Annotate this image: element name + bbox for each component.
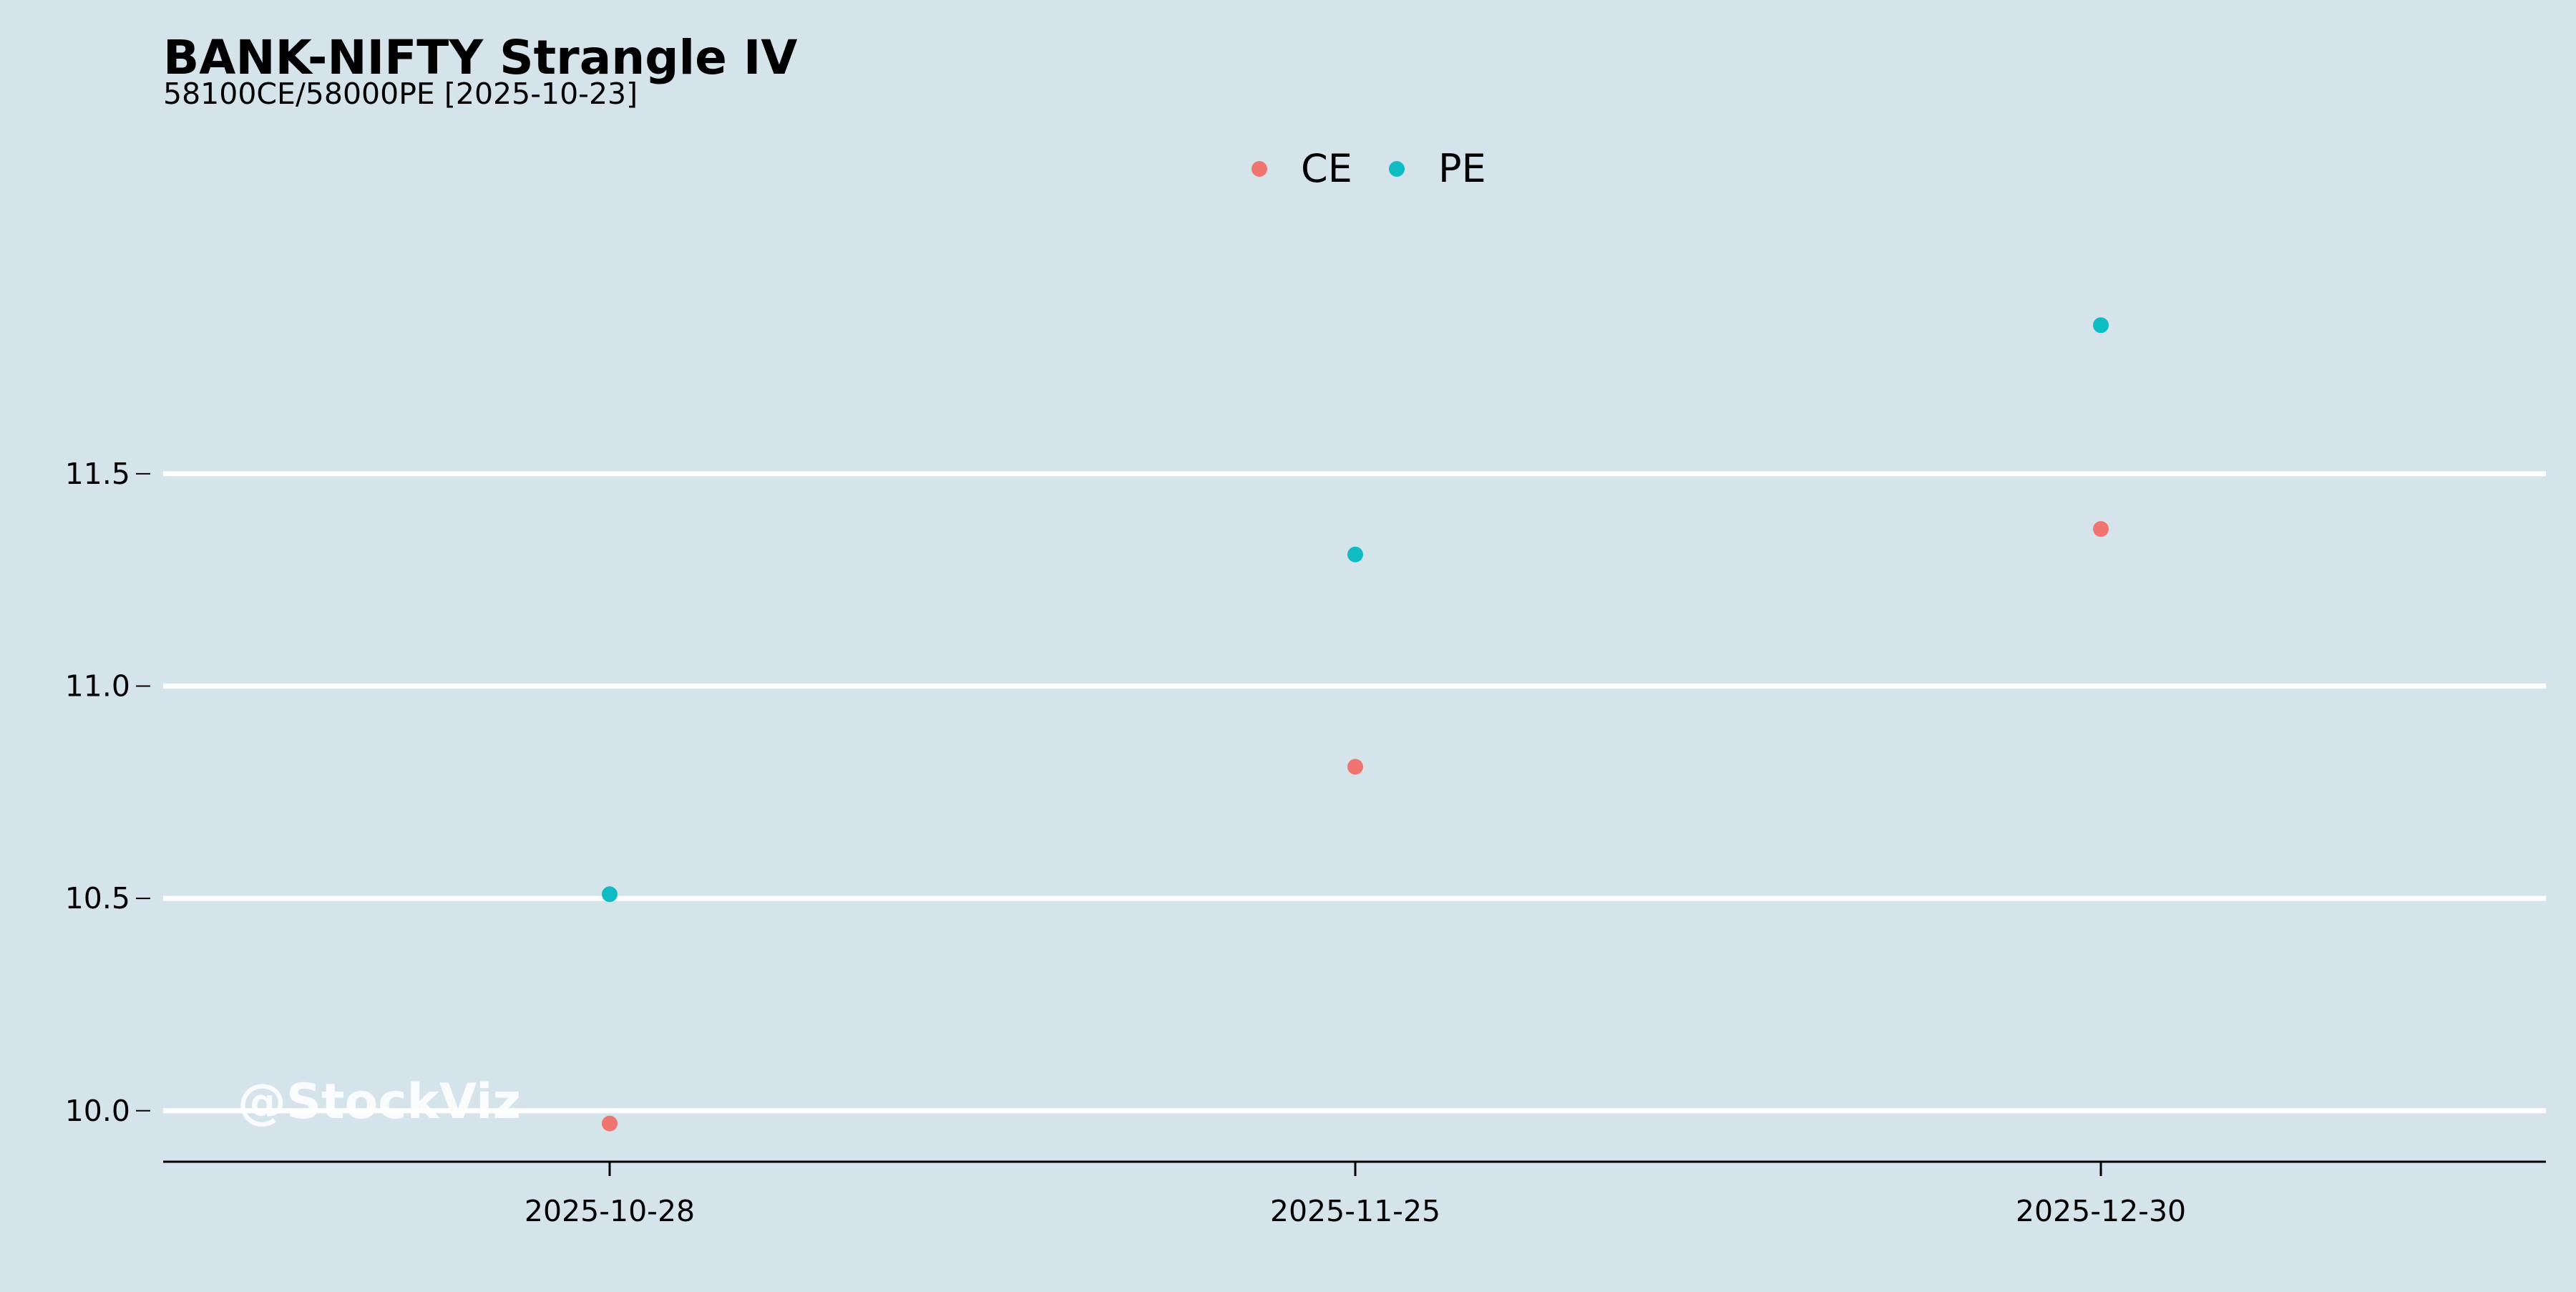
x-tick-label: 2025-11-25 — [1270, 1194, 1440, 1228]
point-ce — [602, 1115, 618, 1132]
y-axis-ticks: 10.0 10.5 11.0 11.5 — [65, 457, 150, 1128]
x-axis: 2025-10-28 2025-11-25 2025-12-30 — [163, 1160, 2546, 1228]
y-tick-label: 11.5 — [65, 457, 130, 491]
x-tick-label: 2025-10-28 — [525, 1194, 695, 1228]
chart-subtitle: 58100CE/58000PE [2025-10-23] — [163, 77, 638, 111]
grid-lines — [163, 471, 2546, 1114]
point-pe — [602, 886, 618, 903]
point-pe — [1347, 546, 1363, 563]
legend-label-ce: CE — [1301, 146, 1352, 191]
y-tick-label: 10.0 — [65, 1094, 130, 1128]
y-tick-label: 11.0 — [65, 669, 130, 704]
point-ce — [1347, 759, 1363, 775]
legend-marker-ce — [1252, 161, 1267, 177]
y-tick-label: 10.5 — [65, 881, 130, 915]
point-ce — [2093, 521, 2109, 538]
chart-title: BANK-NIFTY Strangle IV — [163, 30, 798, 85]
watermark-text: @StockViz — [238, 1074, 521, 1130]
legend: CE PE — [1252, 146, 1486, 191]
legend-label-pe: PE — [1438, 146, 1486, 191]
x-tick-label: 2025-12-30 — [2016, 1194, 2186, 1228]
legend-marker-pe — [1389, 161, 1405, 177]
data-points — [602, 317, 2109, 1132]
point-pe — [2093, 317, 2109, 334]
